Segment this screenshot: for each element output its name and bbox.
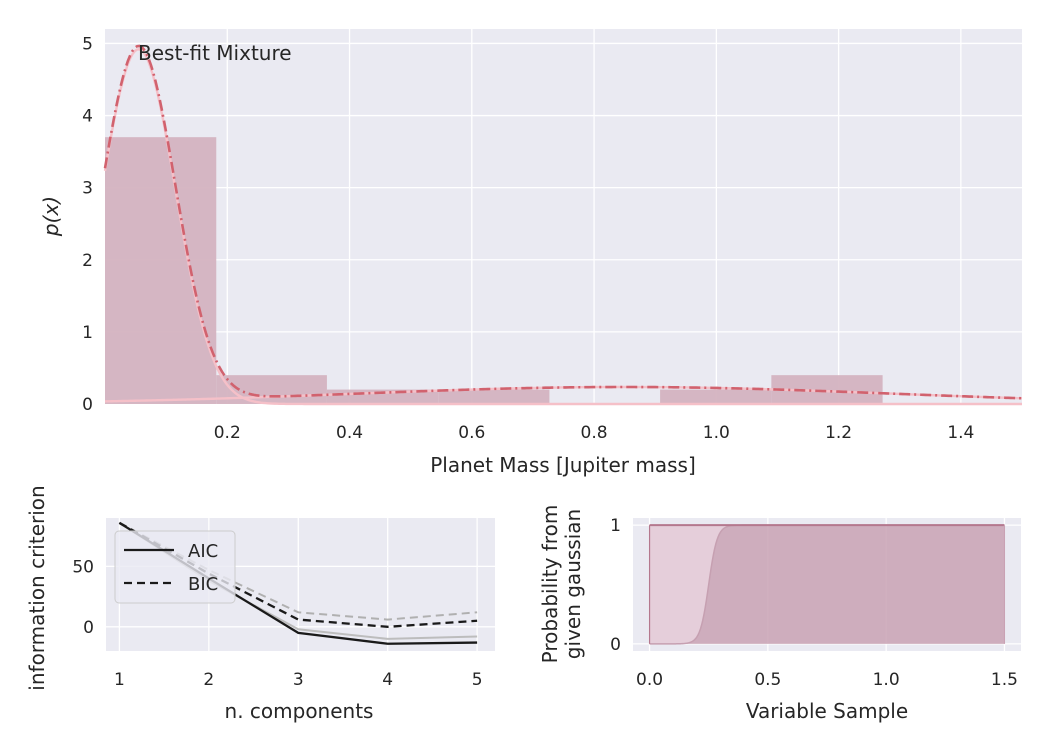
x-tick-label: 1.4: [947, 423, 974, 443]
legend: AIC BIC: [114, 530, 236, 604]
x-tick-label: 5: [472, 670, 483, 690]
y-tick-label: 3: [82, 179, 93, 199]
x-tick-labels-2: 1 2 3 4 5: [114, 670, 483, 690]
plot-area-1: [105, 29, 1022, 404]
x-tick-labels-3: 0.0 0.5 1.0 1.5: [636, 670, 1018, 690]
y-tick-label: 1: [610, 516, 621, 536]
x-tick-label: 1: [114, 670, 125, 690]
x-tick-label: 0.6: [458, 423, 485, 443]
histogram-bar-5: [660, 389, 772, 404]
legend-label-aic: AIC: [188, 541, 218, 562]
x-axis-label-3: Variable Sample: [746, 699, 908, 723]
mixture-curve: [103, 44, 1023, 400]
density-curves: [103, 44, 1023, 406]
y-axis-label-2: information criterion: [25, 485, 49, 690]
y-tick-label: 0: [610, 635, 621, 655]
x-axis-label-2: n. components: [225, 699, 374, 723]
x-tick-label: 0.0: [636, 670, 663, 690]
probability-areas: [648, 524, 1006, 645]
histogram-bar-3: [438, 389, 550, 404]
x-tick-label: 1.5: [991, 670, 1018, 690]
mixture-histogram-chart: 0.2 0.4 0.6 0.8 1.0 1.2 1.4 0 1 2 3 4 5 Best-fit Mi…: [39, 29, 1023, 477]
probability-chart: 0.0 0.5 1.0 1.5 01 Variable Sample Probabil…: [538, 505, 1021, 723]
y-axis-label-1: p(x): [39, 196, 63, 237]
y-axis-label-3-line-1: Probability from: [538, 505, 562, 664]
lower-probability-area: [649, 525, 1005, 644]
y-tick-label: 5: [82, 34, 93, 54]
x-tick-label: 1.2: [825, 423, 852, 443]
upper-probability-area: [649, 525, 1005, 644]
x-tick-label: 1.0: [703, 423, 730, 443]
y-axis-label-3-line-2: given gaussian: [561, 509, 585, 659]
grid-1: [105, 29, 1022, 405]
x-tick-label: 1.0: [873, 670, 900, 690]
x-tick-label: 4: [382, 670, 393, 690]
x-tick-label: 0.2: [214, 423, 241, 443]
component-curve-1: [103, 48, 1022, 406]
information-criterion-chart: 1 2 3 4 5 0 50 AIC BIC n. components informat…: [25, 485, 495, 723]
x-tick-label: 0.8: [581, 423, 608, 443]
y-tick-label: 0: [83, 618, 94, 638]
x-tick-label: 0.5: [754, 670, 781, 690]
x-axis-label-1: Planet Mass [Jupiter mass]: [430, 453, 696, 477]
legend-label-bic: BIC: [188, 574, 218, 595]
y-tick-label: 0: [82, 395, 93, 415]
x-tick-label: 0.4: [336, 423, 363, 443]
y-tick-label: 4: [82, 107, 93, 127]
y-tick-label: 50: [72, 557, 94, 577]
y-tick-label: 2: [82, 251, 93, 271]
y-tick-labels-1: 0 1 2 3 4 5: [82, 34, 93, 415]
histogram-bar-0: [105, 137, 217, 404]
best-fit-annotation: Best-fit Mixture: [138, 41, 292, 65]
y-tick-labels-3: 01: [610, 516, 621, 655]
x-tick-label: 3: [293, 670, 304, 690]
y-tick-labels-2: 0 50: [72, 557, 94, 637]
x-tick-labels-1: 0.2 0.4 0.6 0.8 1.0 1.2 1.4: [214, 423, 975, 443]
y-tick-label: 1: [82, 323, 93, 343]
x-tick-label: 2: [203, 670, 214, 690]
